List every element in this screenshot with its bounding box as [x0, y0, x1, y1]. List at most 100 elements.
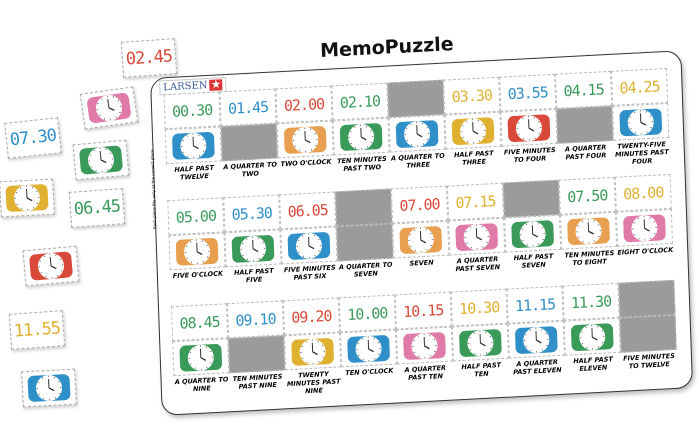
- puzzle-row: 08.45 A QUARTER TO NINE 09.10 TEN MINUTES P…: [170, 279, 677, 412]
- puzzle-row: 05.00 FIVE O'CLOCK 05.30 HALF PAST FIVE 06.0…: [167, 173, 673, 306]
- time-piece[interactable]: 11.30: [562, 282, 620, 321]
- clock-icon: [179, 343, 222, 372]
- clock-piece[interactable]: [168, 232, 226, 271]
- empty-slot[interactable]: [228, 335, 286, 374]
- time-piece[interactable]: 05.00: [167, 197, 225, 236]
- loose-clock-piece[interactable]: [22, 245, 80, 287]
- empty-slot[interactable]: [502, 179, 560, 218]
- time-piece[interactable]: 07.15: [446, 182, 505, 221]
- time-piece[interactable]: 06.05: [279, 191, 337, 230]
- time-piece[interactable]: 07.50: [558, 176, 616, 215]
- puzzle-column: 03.55 FIVE MINUTES TO FOUR: [499, 73, 559, 183]
- time-piece[interactable]: 09.20: [282, 297, 340, 336]
- empty-slot[interactable]: [619, 314, 677, 353]
- time-piece[interactable]: 02.10: [331, 82, 389, 121]
- time-piece[interactable]: 09.10: [226, 300, 285, 339]
- time-piece[interactable]: 00.30: [163, 91, 221, 130]
- clock-icon: [567, 216, 610, 245]
- time-text: 11.55: [13, 318, 61, 342]
- empty-slot[interactable]: [556, 105, 614, 144]
- clock-piece[interactable]: [451, 323, 509, 362]
- puzzle-column: FIVE MINUTES TO TWELVE: [618, 279, 678, 389]
- time-label: EIGHT O'CLOCK: [617, 245, 674, 257]
- time-piece[interactable]: 07.00: [390, 185, 449, 224]
- loose-clock-piece[interactable]: [79, 86, 139, 130]
- time-text: 08.45: [179, 312, 220, 333]
- time-piece[interactable]: 02.00: [275, 85, 333, 124]
- loose-clock-piece[interactable]: [21, 368, 77, 408]
- side-note: Each piece fits only at the correct plac…: [149, 148, 158, 230]
- clock-piece[interactable]: [224, 229, 282, 268]
- empty-slot[interactable]: [336, 223, 394, 262]
- time-text: 07.50: [566, 185, 608, 206]
- time-piece[interactable]: 11.15: [506, 285, 564, 324]
- clock-piece[interactable]: [164, 126, 222, 165]
- time-piece[interactable]: 03.55: [499, 73, 557, 112]
- loose-time-piece[interactable]: 06.45: [68, 188, 126, 228]
- clock-piece[interactable]: [559, 211, 618, 250]
- time-piece[interactable]: 03.30: [443, 76, 501, 115]
- clock-piece[interactable]: [280, 226, 338, 265]
- empty-slot[interactable]: [618, 279, 676, 318]
- clock-icon: [172, 131, 215, 160]
- puzzle-column: 05.00 FIVE O'CLOCK: [167, 197, 227, 306]
- clock-piece[interactable]: [612, 102, 670, 141]
- empty-slot[interactable]: [335, 188, 393, 227]
- loose-time-piece[interactable]: 02.45: [120, 38, 178, 78]
- clock-piece[interactable]: [563, 317, 621, 356]
- time-text: 01.45: [227, 97, 269, 118]
- clock-piece[interactable]: [339, 329, 398, 368]
- clock-piece[interactable]: [284, 332, 342, 371]
- time-label: TEN MINUTES PAST TWO: [336, 154, 387, 174]
- puzzle-column: 11.15 A QUARTER PAST ELEVEN: [506, 285, 567, 395]
- puzzle-column: 08.45 A QUARTER TO NINE: [170, 303, 231, 412]
- time-piece[interactable]: 08.00: [614, 173, 672, 212]
- time-piece[interactable]: 10.15: [394, 291, 452, 330]
- clock-piece[interactable]: [500, 108, 558, 147]
- time-label: A QUARTER TO NINE: [174, 375, 229, 394]
- time-label: TEN O'CLOCK: [345, 366, 394, 378]
- loose-clock-piece[interactable]: [0, 178, 55, 218]
- clock-icon: [459, 328, 502, 357]
- puzzle-board: MemoPuzzle LARSEN ★ Each piece fits only …: [149, 33, 694, 416]
- loose-time-piece[interactable]: 11.55: [8, 310, 66, 350]
- time-label: A QUARTER PAST SEVEN: [455, 255, 501, 274]
- puzzle-column: 10.15 A QUARTER PAST TEN: [394, 291, 455, 401]
- time-piece[interactable]: 10.00: [338, 294, 396, 333]
- clock-piece[interactable]: [388, 114, 446, 153]
- time-piece[interactable]: 05.30: [223, 194, 281, 233]
- time-piece[interactable]: 04.15: [555, 70, 613, 109]
- time-piece[interactable]: 04.25: [610, 67, 669, 106]
- time-piece[interactable]: 10.30: [450, 288, 508, 327]
- time-text: 07.30: [8, 125, 58, 151]
- clock-piece[interactable]: [392, 220, 450, 259]
- clock-piece[interactable]: [444, 111, 502, 150]
- loose-clock-piece[interactable]: [72, 139, 130, 181]
- time-piece[interactable]: 01.45: [219, 88, 277, 127]
- time-piece[interactable]: 08.45: [170, 303, 229, 342]
- clock-piece[interactable]: [395, 326, 454, 365]
- clock-piece[interactable]: [615, 208, 674, 247]
- clock-piece[interactable]: [332, 117, 390, 156]
- time-label: A QUARTER TO THREE: [390, 151, 445, 170]
- time-label: FIVE MINUTES PAST SIX: [283, 263, 336, 282]
- time-text: 02.45: [125, 46, 173, 70]
- clock-icon: [619, 108, 662, 136]
- clock-icon: [287, 231, 331, 260]
- puzzle-column: 04.25 TWENTY-FIVE MINUTES PAST FOUR: [610, 67, 671, 177]
- loose-time-piece[interactable]: 07.30: [4, 117, 62, 159]
- puzzle-column: 03.30 HALF PAST THREE: [443, 76, 503, 186]
- puzzle-column: 11.30 HALF PAST ELEVEN: [562, 282, 622, 392]
- clock-piece[interactable]: [276, 120, 334, 159]
- time-label: HALF PAST TEN: [461, 361, 502, 379]
- clock-piece[interactable]: [172, 338, 230, 377]
- clock-piece[interactable]: [448, 217, 506, 256]
- clock-piece[interactable]: [504, 214, 562, 253]
- empty-slot[interactable]: [220, 123, 278, 162]
- clock-piece[interactable]: [507, 320, 565, 359]
- clock-icon: [5, 184, 49, 212]
- clock-icon: [291, 337, 334, 366]
- empty-slot[interactable]: [387, 79, 445, 118]
- clock-icon: [399, 225, 442, 254]
- time-text: 11.15: [514, 294, 556, 315]
